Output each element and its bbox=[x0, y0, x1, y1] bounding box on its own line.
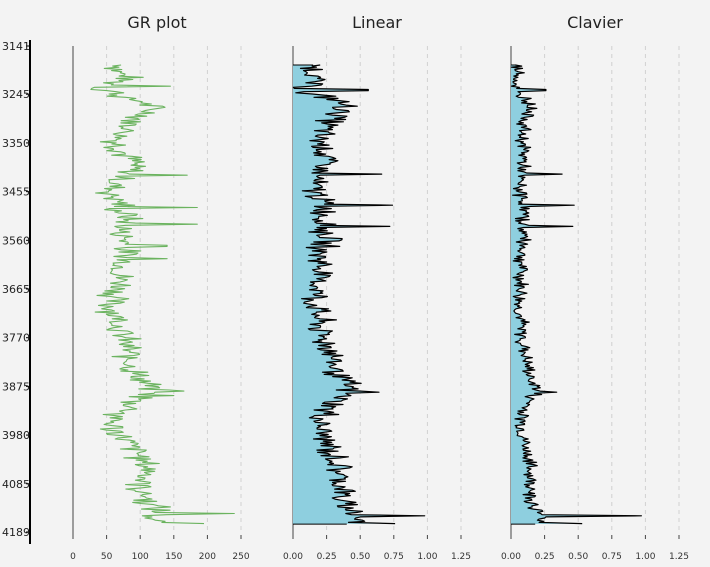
depth-tick-label: 3770 bbox=[2, 332, 30, 345]
depth-tick-label: 3455 bbox=[2, 186, 30, 199]
depth-tick-label: 3980 bbox=[2, 429, 30, 442]
series-curve bbox=[510, 64, 643, 525]
depth-tick-label: 3141 bbox=[2, 40, 30, 53]
x-tick-label: 0 bbox=[70, 552, 76, 562]
x-tick-label: 0.25 bbox=[317, 552, 337, 562]
x-tick-label: 0.50 bbox=[350, 552, 370, 562]
depth-tick-label: 3245 bbox=[2, 88, 30, 101]
x-tick-label: 150 bbox=[165, 552, 182, 562]
panel-title: Clavier bbox=[567, 13, 623, 32]
x-tick-label: 0.75 bbox=[602, 552, 622, 562]
depth-tick-label: 3875 bbox=[2, 380, 30, 393]
depth-axis: 3141 3245 3350 3455 3560 3665 3770 3875 3980 4085… bbox=[2, 40, 31, 544]
x-tick-label: 1.25 bbox=[669, 552, 689, 562]
curve-fill bbox=[511, 65, 642, 525]
panel-title: Linear bbox=[352, 13, 402, 32]
x-tick-label: 200 bbox=[199, 552, 216, 562]
x-tick-label: 1.25 bbox=[451, 552, 471, 562]
x-tick-label: 100 bbox=[132, 552, 149, 562]
depth-tick-label: 4085 bbox=[2, 478, 30, 491]
x-tick-label: 50 bbox=[101, 552, 113, 562]
depth-tick-label: 3560 bbox=[2, 234, 30, 247]
gr-curve bbox=[90, 64, 235, 525]
series-curve bbox=[292, 64, 426, 525]
panel-title: GR plot bbox=[127, 13, 186, 32]
depth-tick-label: 3350 bbox=[2, 137, 30, 150]
x-tick-label: 1.00 bbox=[417, 552, 437, 562]
depth-tick-label: 4189 bbox=[2, 526, 30, 539]
curve-fill bbox=[293, 65, 425, 525]
depth-tick-label: 3665 bbox=[2, 283, 30, 296]
x-tick-label: 250 bbox=[232, 552, 249, 562]
x-tick-label: 0.75 bbox=[384, 552, 404, 562]
x-tick-label: 0.00 bbox=[501, 552, 521, 562]
x-tick-label: 0.50 bbox=[568, 552, 588, 562]
x-tick-label: 0.00 bbox=[283, 552, 303, 562]
x-tick-label: 1.00 bbox=[635, 552, 655, 562]
x-tick-label: 0.25 bbox=[535, 552, 555, 562]
